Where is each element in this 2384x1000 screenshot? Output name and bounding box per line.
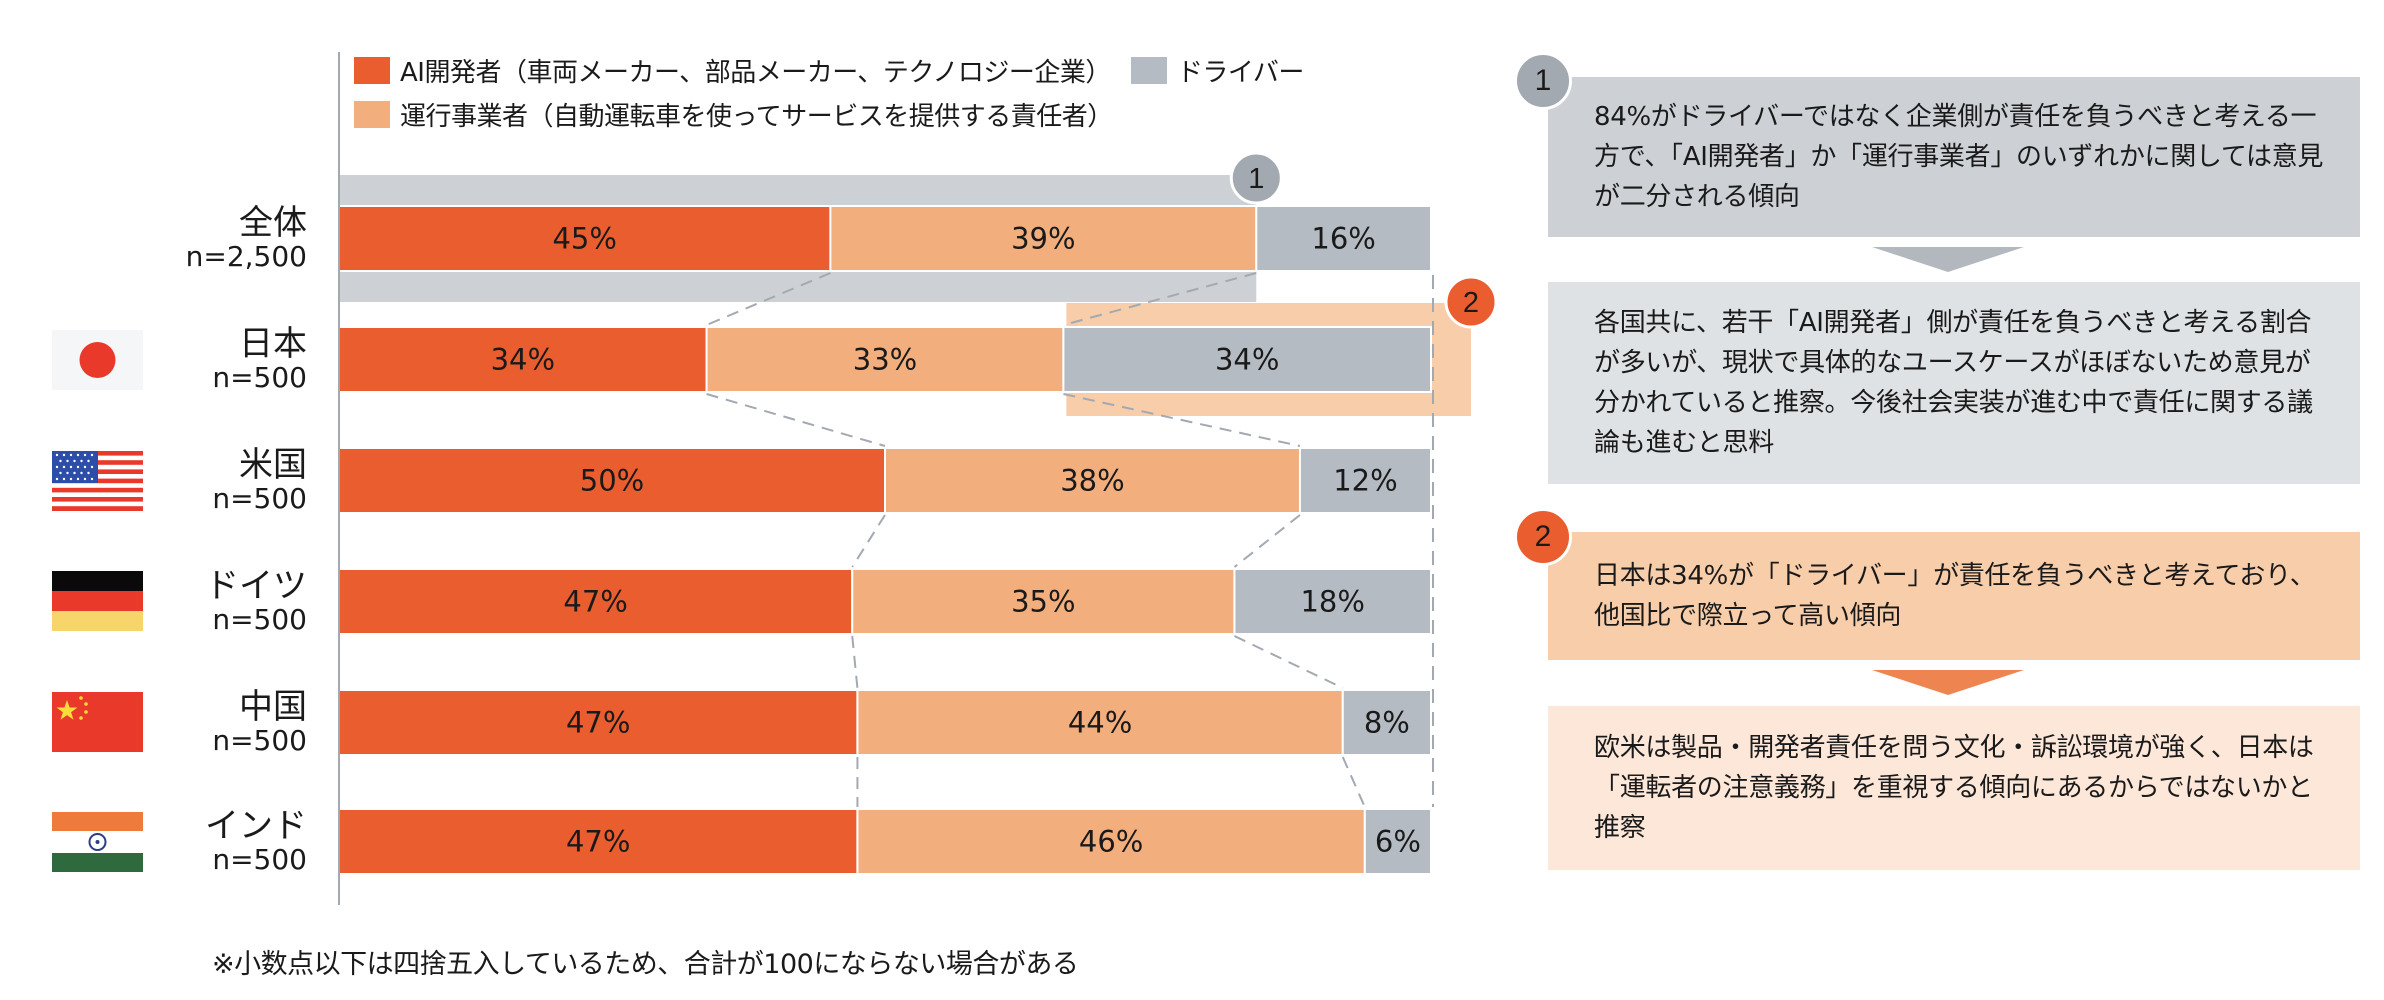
insight-text-2-detail: 欧米は製品・開発者責任を問う文化・訴訟環境が強く、日本は「運転者の注意義務」を重… — [1594, 733, 2314, 843]
usa-flag-icon — [52, 451, 143, 511]
data-label: 18% — [1300, 585, 1364, 619]
sample-size: n=2,500 — [185, 240, 307, 273]
data-label: 33% — [853, 343, 917, 377]
insight-text-2: 日本は34%が「ドライバー」が責任を負うべきと考えており、他国比で際立って高い傾… — [1594, 561, 2316, 631]
legend-label-ai-developer: AI開発者（車両メーカー、部品メーカー、テクノロジー企業） — [400, 58, 1111, 88]
row-label-germany: ドイツ n=500 — [160, 568, 307, 636]
footnote: ※小数点以下は四捨五入しているため、合計が100にならない場合がある — [212, 949, 1079, 980]
data-label: 47% — [566, 706, 630, 740]
annotation-marker-1 — [1229, 151, 1283, 205]
data-label: 34% — [1215, 343, 1279, 377]
row-label-usa: 米国 n=500 — [160, 447, 307, 515]
down-arrow-icon — [1872, 247, 2024, 272]
badge-2: 2 — [1514, 508, 1572, 566]
insight-panel-1-detail: 各国共に、若干「AI開発者」側が責任を負うべきと考える割合が多いが、現状で具体的… — [1548, 282, 2360, 484]
sample-size: n=500 — [212, 843, 307, 876]
insight-panel-2: 日本は34%が「ドライバー」が責任を負うべきと考えており、他国比で際立って高い傾… — [1548, 532, 2360, 660]
data-label: 38% — [1060, 464, 1124, 498]
legend-label-operator: 運行事業者（自動運転車を使ってサービスを提供する責任者） — [400, 102, 1113, 132]
sample-size: n=500 — [212, 603, 307, 636]
legend-row-1: AI開発者（車両メーカー、部品メーカー、テクノロジー企業） ドライバー — [354, 52, 1324, 89]
bar-segment — [829, 205, 1258, 272]
bar-segment — [1341, 689, 1432, 756]
bar-segment — [338, 447, 886, 514]
legend-swatch-operator — [354, 101, 390, 128]
data-label: 47% — [563, 585, 627, 619]
row-label-total: 全体 n=2,500 — [160, 205, 307, 273]
sample-size: n=500 — [212, 361, 307, 394]
data-label: 44% — [1068, 706, 1132, 740]
insight-text-1: 84%がドライバーではなく企業側が責任を負うべきと考える一方で、「AI開発者」か… — [1594, 102, 2324, 212]
category-name: ドイツ — [205, 566, 307, 606]
bar-segment — [338, 326, 708, 393]
connector-line — [1234, 635, 1344, 689]
bar-segment — [1298, 447, 1432, 514]
data-label: 47% — [566, 825, 630, 859]
connector-line — [1233, 514, 1301, 568]
data-label: 12% — [1333, 464, 1397, 498]
bar-segment — [1062, 326, 1432, 393]
legend-row-2: 運行事業者（自動運転車を使ってサービスを提供する責任者） — [354, 96, 1133, 133]
annotation-marker-2 — [1444, 275, 1498, 329]
category-name: 日本 — [239, 324, 307, 364]
data-label: 6% — [1375, 825, 1421, 859]
bar-segment — [1233, 568, 1432, 635]
row-label-japan: 日本 n=500 — [160, 326, 307, 394]
connector-line — [1063, 393, 1301, 447]
legend-item-ai-developer: AI開発者（車両メーカー、部品メーカー、テクノロジー企業） — [354, 52, 1111, 89]
sample-size: n=500 — [212, 482, 307, 515]
data-label: 34% — [491, 343, 555, 377]
row-label-india: インド n=500 — [160, 808, 307, 876]
down-arrow-icon — [1872, 670, 2024, 695]
connector-line — [1341, 756, 1366, 808]
data-label: 8% — [1364, 706, 1410, 740]
connector-line — [706, 272, 831, 326]
data-label: 46% — [1079, 825, 1143, 859]
bar-segment — [1363, 808, 1433, 875]
category-name: 中国 — [239, 687, 307, 727]
badge-1: 1 — [1514, 52, 1572, 110]
bar-segment — [856, 808, 1366, 875]
data-label: 45% — [552, 222, 616, 256]
bar-segment — [884, 447, 1301, 514]
bar-segment — [851, 568, 1236, 635]
japan-flag-icon — [52, 330, 143, 390]
category-name: インド — [205, 806, 307, 846]
legend-swatch-ai-developer — [354, 57, 390, 84]
legend-item-operator: 運行事業者（自動運転車を使ってサービスを提供する責任者） — [354, 96, 1113, 133]
connector-line — [706, 393, 886, 447]
connector-line — [851, 514, 886, 568]
annotation-label-1: 1 — [1248, 163, 1264, 195]
insight-panel-1: 84%がドライバーではなく企業側が責任を負うべきと考える一方で、「AI開発者」か… — [1548, 77, 2360, 237]
germany-flag-icon — [52, 571, 143, 631]
sample-size: n=500 — [212, 724, 307, 757]
insight-text-1-detail: 各国共に、若干「AI開発者」側が責任を負うべきと考える割合が多いが、現状で具体的… — [1594, 308, 2313, 458]
category-name: 米国 — [239, 445, 307, 485]
row-label-china: 中国 n=500 — [160, 689, 307, 757]
legend-swatch-driver — [1130, 57, 1167, 84]
bar-segment — [705, 326, 1065, 393]
bar-segment — [338, 568, 854, 635]
india-flag-icon — [52, 812, 143, 872]
bar-segment — [338, 689, 859, 756]
insight-panel-2-detail: 欧米は製品・開発者責任を問う文化・訴訟環境が強く、日本は「運転者の注意義務」を重… — [1548, 706, 2360, 870]
stacked-bar-chart: AI開発者（車両メーカー、部品メーカー、テクノロジー企業） ドライバー 運行事業… — [52, 52, 1498, 980]
legend-item-driver: ドライバー — [1130, 52, 1304, 89]
legend-label-driver: ドライバー — [1176, 58, 1304, 88]
china-flag-icon — [52, 692, 143, 752]
annotation-label-2: 2 — [1463, 287, 1479, 319]
connector-line — [851, 635, 859, 689]
category-name: 全体 — [239, 203, 307, 243]
data-label: 39% — [1011, 222, 1075, 256]
bar-segment — [1255, 205, 1433, 272]
data-label: 50% — [580, 464, 644, 498]
data-label: 16% — [1311, 222, 1375, 256]
bar-segment — [338, 808, 859, 875]
bars-layer: 45% 39% 16%34% 33% 34%50% 38% 12%47% 35% 18%47% 4… — [338, 52, 1498, 905]
data-label: 35% — [1011, 585, 1075, 619]
connector-line — [1063, 272, 1257, 326]
